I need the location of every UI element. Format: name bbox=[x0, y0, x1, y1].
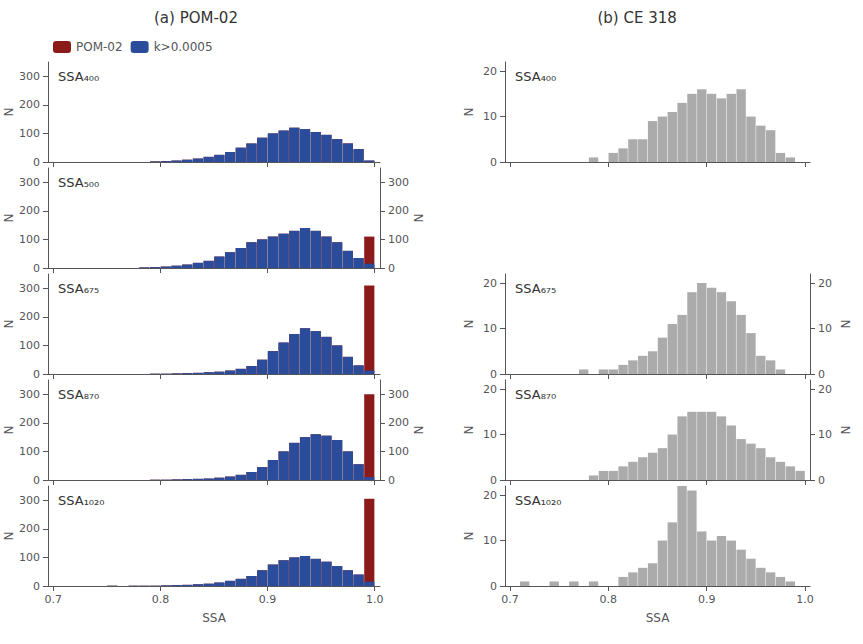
svg-text:SSA₅₀₀: SSA₅₀₀ bbox=[58, 175, 99, 190]
svg-text:N: N bbox=[412, 426, 426, 435]
svg-text:100: 100 bbox=[19, 127, 40, 140]
svg-text:20: 20 bbox=[483, 65, 497, 78]
svg-text:SSA₄₀₀: SSA₄₀₀ bbox=[58, 69, 99, 84]
svg-text:0.8: 0.8 bbox=[152, 593, 170, 606]
svg-text:SSA: SSA bbox=[202, 611, 226, 625]
svg-text:1.0: 1.0 bbox=[366, 593, 384, 606]
svg-text:0.7: 0.7 bbox=[45, 593, 63, 606]
svg-text:0.9: 0.9 bbox=[259, 593, 277, 606]
svg-text:10: 10 bbox=[483, 428, 497, 441]
svg-text:SSA₈₇₀: SSA₈₇₀ bbox=[58, 387, 99, 402]
svg-text:300: 300 bbox=[19, 176, 40, 189]
svg-text:0: 0 bbox=[490, 474, 497, 487]
svg-text:0.7: 0.7 bbox=[501, 593, 519, 606]
svg-text:100: 100 bbox=[19, 551, 40, 564]
svg-text:10: 10 bbox=[483, 534, 497, 547]
svg-text:20: 20 bbox=[818, 277, 832, 290]
svg-text:N: N bbox=[839, 320, 853, 329]
svg-text:20: 20 bbox=[483, 489, 497, 502]
svg-text:N: N bbox=[462, 426, 476, 435]
svg-text:0: 0 bbox=[33, 368, 40, 381]
svg-text:N: N bbox=[2, 214, 16, 223]
svg-text:N: N bbox=[462, 108, 476, 117]
svg-text:100: 100 bbox=[19, 233, 40, 246]
svg-text:N: N bbox=[2, 426, 16, 435]
svg-text:N: N bbox=[412, 214, 426, 223]
svg-text:200: 200 bbox=[388, 204, 409, 217]
svg-text:0.8: 0.8 bbox=[600, 593, 618, 606]
svg-text:0: 0 bbox=[33, 580, 40, 593]
svg-text:0: 0 bbox=[33, 156, 40, 169]
svg-text:N: N bbox=[2, 320, 16, 329]
svg-text:20: 20 bbox=[818, 383, 832, 396]
svg-text:300: 300 bbox=[19, 70, 40, 83]
svg-text:N: N bbox=[462, 320, 476, 329]
svg-text:0: 0 bbox=[490, 580, 497, 593]
svg-text:10: 10 bbox=[483, 322, 497, 335]
svg-text:POM-02: POM-02 bbox=[76, 40, 123, 54]
svg-text:300: 300 bbox=[19, 494, 40, 507]
svg-text:100: 100 bbox=[388, 445, 409, 458]
svg-text:0: 0 bbox=[818, 368, 825, 381]
svg-text:(b) CE 318: (b) CE 318 bbox=[598, 9, 677, 27]
svg-text:200: 200 bbox=[388, 416, 409, 429]
svg-text:300: 300 bbox=[19, 282, 40, 295]
svg-text:200: 200 bbox=[19, 416, 40, 429]
svg-text:300: 300 bbox=[19, 388, 40, 401]
svg-text:SSA₁₀₂₀: SSA₁₀₂₀ bbox=[58, 493, 104, 508]
svg-text:N: N bbox=[839, 426, 853, 435]
svg-text:0: 0 bbox=[818, 474, 825, 487]
svg-text:SSA₈₇₀: SSA₈₇₀ bbox=[515, 387, 556, 402]
svg-text:0: 0 bbox=[388, 474, 395, 487]
svg-text:300: 300 bbox=[388, 388, 409, 401]
svg-text:(a) POM-02: (a) POM-02 bbox=[154, 9, 238, 27]
svg-text:N: N bbox=[462, 532, 476, 541]
svg-text:0: 0 bbox=[388, 262, 395, 275]
svg-text:20: 20 bbox=[483, 277, 497, 290]
svg-text:0: 0 bbox=[490, 368, 497, 381]
svg-text:0: 0 bbox=[33, 474, 40, 487]
svg-text:200: 200 bbox=[19, 204, 40, 217]
svg-text:20: 20 bbox=[483, 383, 497, 396]
svg-text:10: 10 bbox=[483, 110, 497, 123]
svg-text:SSA₄₀₀: SSA₄₀₀ bbox=[515, 69, 556, 84]
svg-text:N: N bbox=[2, 532, 16, 541]
svg-text:SSA₁₀₂₀: SSA₁₀₂₀ bbox=[515, 493, 561, 508]
svg-text:100: 100 bbox=[19, 339, 40, 352]
svg-text:0: 0 bbox=[33, 262, 40, 275]
svg-text:200: 200 bbox=[19, 522, 40, 535]
svg-text:10: 10 bbox=[818, 322, 832, 335]
svg-text:100: 100 bbox=[19, 445, 40, 458]
svg-text:300: 300 bbox=[388, 176, 409, 189]
svg-text:SSA₆₇₅: SSA₆₇₅ bbox=[58, 281, 99, 296]
svg-text:SSA₆₇₅: SSA₆₇₅ bbox=[515, 281, 556, 296]
svg-text:1.0: 1.0 bbox=[796, 593, 814, 606]
svg-text:200: 200 bbox=[19, 98, 40, 111]
svg-text:0.9: 0.9 bbox=[698, 593, 716, 606]
svg-text:10: 10 bbox=[818, 428, 832, 441]
svg-text:k>0.0005: k>0.0005 bbox=[154, 40, 213, 54]
svg-text:200: 200 bbox=[19, 310, 40, 323]
svg-text:100: 100 bbox=[388, 233, 409, 246]
svg-text:N: N bbox=[2, 108, 16, 117]
svg-text:0: 0 bbox=[490, 156, 497, 169]
svg-text:SSA: SSA bbox=[646, 611, 670, 625]
